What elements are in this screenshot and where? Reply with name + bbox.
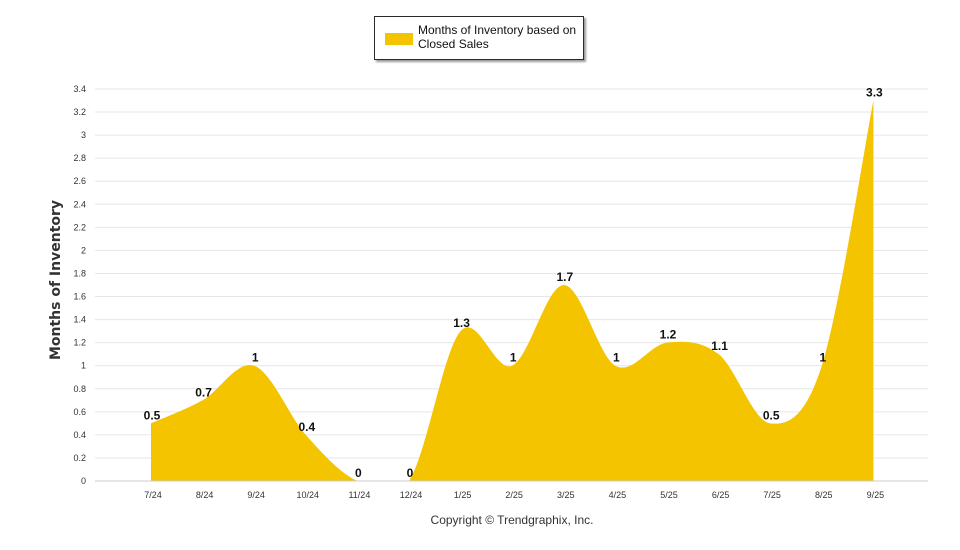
legend: Months of Inventory based on Closed Sale… <box>374 16 584 60</box>
y-tick-label: 2.4 <box>73 199 86 209</box>
y-tick-label: 2.6 <box>73 176 86 186</box>
grid-lines <box>95 88 928 482</box>
y-tick-label: 3 <box>81 130 86 140</box>
y-tick-label: 0.2 <box>73 453 86 463</box>
legend-label: Months of Inventory based on Closed Sale… <box>418 23 577 51</box>
data-label: 0 <box>355 466 362 480</box>
y-tick-label: 3.4 <box>73 84 86 94</box>
y-tick-label: 0 <box>81 476 86 486</box>
x-tick-label: 7/25 <box>763 490 781 500</box>
y-tick-label: 1 <box>81 361 86 371</box>
y-tick-label: 1.4 <box>73 315 86 325</box>
y-tick-label: 2.2 <box>73 222 86 232</box>
y-tick-label: 1.2 <box>73 338 86 348</box>
x-tick-label: 8/24 <box>196 490 214 500</box>
y-axis: 0 0.2 0.4 0.6 0.8 1 1.2 1.4 1.6 1.8 2 2.2 2.4 2.6 2.8 3… <box>73 84 86 486</box>
data-labels: 0.5 0.7 1 0.4 0 0 1.3 1 1.7 1 1.2 1.1 0.5 1 3.3 <box>144 86 883 480</box>
y-tick-label: 0.8 <box>73 384 86 394</box>
copyright-footer: Copyright © Trendgraphix, Inc. <box>431 513 594 527</box>
data-label: 0 <box>407 466 414 480</box>
x-tick-label: 1/25 <box>454 490 472 500</box>
y-tick-label: 2 <box>81 245 86 255</box>
x-tick-label: 2/25 <box>505 490 523 500</box>
x-tick-label: 6/25 <box>712 490 730 500</box>
y-tick-label: 2.8 <box>73 153 86 163</box>
area-fill <box>151 100 874 481</box>
y-tick-label: 3.2 <box>73 107 86 117</box>
data-label: 1.3 <box>453 316 470 330</box>
data-label: 1.2 <box>660 328 677 342</box>
x-tick-label: 4/25 <box>609 490 627 500</box>
data-label: 1 <box>252 351 259 365</box>
data-label: 3.3 <box>866 86 883 100</box>
data-label: 1 <box>819 351 826 365</box>
y-tick-label: 1.8 <box>73 268 86 278</box>
area-series <box>151 100 874 481</box>
x-tick-label: 9/24 <box>247 490 265 500</box>
x-tick-label: 10/24 <box>297 490 320 500</box>
y-tick-label: 0.4 <box>73 430 86 440</box>
data-label: 1 <box>613 351 620 365</box>
data-label: 0.5 <box>144 408 161 422</box>
x-tick-label: 7/24 <box>144 490 162 500</box>
x-axis: 7/24 8/24 9/24 10/24 11/24 12/24 1/25 2/25 3/25 4… <box>95 480 928 500</box>
data-label: 0.7 <box>195 385 212 399</box>
data-label: 0.4 <box>298 420 315 434</box>
data-label: 1.1 <box>711 339 728 353</box>
y-tick-label: 1.6 <box>73 292 86 302</box>
x-tick-label: 5/25 <box>660 490 678 500</box>
x-tick-label: 11/24 <box>348 490 370 500</box>
data-label: 1.7 <box>556 270 573 284</box>
data-label: 0.5 <box>763 408 780 422</box>
data-label: 1 <box>510 351 517 365</box>
legend-swatch <box>385 33 413 45</box>
x-tick-label: 8/25 <box>815 490 833 500</box>
x-tick-label: 9/25 <box>867 490 885 500</box>
x-tick-label: 3/25 <box>557 490 575 500</box>
x-tick-label: 12/24 <box>400 490 423 500</box>
y-axis-title: Months of Inventory <box>48 200 64 360</box>
y-tick-label: 0.6 <box>73 407 86 417</box>
